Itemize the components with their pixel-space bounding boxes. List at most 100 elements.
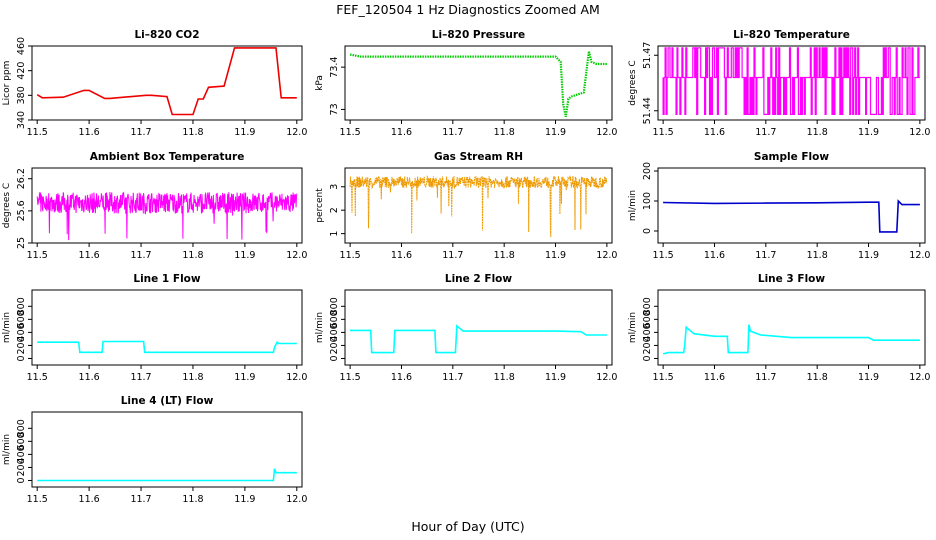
y-axis-label: ml/min bbox=[2, 312, 12, 343]
series-line bbox=[37, 468, 297, 482]
x-tick-label: 11.6 bbox=[391, 372, 412, 383]
series-line bbox=[662, 324, 920, 355]
y-tick-label: 100 bbox=[642, 192, 653, 210]
x-tick-label: 11.8 bbox=[807, 250, 828, 261]
x-tick-label: 11.9 bbox=[234, 127, 255, 138]
panel-title: Line 3 Flow bbox=[758, 273, 825, 285]
x-tick-label: 11.6 bbox=[391, 127, 412, 138]
panel-4: Ambient Box Temperature degrees C 25 25.6 26… bbox=[2, 151, 307, 261]
y-tick-label: 0 bbox=[16, 477, 27, 483]
series-line bbox=[350, 324, 607, 354]
panel-3: Li–820 Temperature degrees C 51.44 51.47 11.… bbox=[628, 29, 930, 138]
x-axis-title: Hour of Day (UTC) bbox=[411, 519, 524, 534]
series-line bbox=[349, 175, 608, 238]
x-tick-label: 11.7 bbox=[130, 372, 151, 383]
x-tick-label: 11.9 bbox=[545, 372, 566, 383]
panel-2: Li–820 Pressure kPa 73 73.4 11.5 11.6 11.7 11.8… bbox=[315, 29, 617, 138]
y-tick-label: 200 bbox=[329, 336, 340, 354]
x-tick-label: 11.9 bbox=[234, 372, 255, 383]
y-tick-label: 800 bbox=[329, 297, 340, 315]
x-tick-label: 11.8 bbox=[494, 127, 515, 138]
x-tick-label: 11.7 bbox=[755, 127, 776, 138]
x-tick-label: 11.6 bbox=[391, 250, 412, 261]
series-line bbox=[663, 199, 920, 233]
series-group bbox=[37, 468, 297, 482]
y-tick-label: 400 bbox=[329, 323, 340, 341]
y-tick-label: 73.4 bbox=[329, 57, 340, 78]
y-axis-label: Licor ppm bbox=[2, 61, 12, 106]
x-tick-label: 11.6 bbox=[704, 250, 725, 261]
x-tick-label: 11.9 bbox=[858, 372, 879, 383]
y-axis-label: degrees C bbox=[2, 183, 12, 228]
x-tick-label: 11.5 bbox=[653, 372, 674, 383]
plot-frame bbox=[344, 167, 613, 244]
y-tick-label: 600 bbox=[16, 432, 27, 450]
y-tick-label: 600 bbox=[16, 310, 27, 328]
x-tick-label: 11.6 bbox=[79, 127, 100, 138]
y-tick-label: 340 bbox=[16, 111, 27, 129]
y-tick-label: 600 bbox=[329, 310, 340, 328]
x-tick-label: 12.0 bbox=[909, 250, 930, 261]
x-tick-label: 12.0 bbox=[286, 494, 307, 505]
y-tick-label: 0 bbox=[642, 228, 653, 234]
x-tick-label: 11.5 bbox=[27, 127, 48, 138]
x-tick-label: 11.9 bbox=[545, 127, 566, 138]
plot-frame bbox=[657, 167, 926, 244]
x-tick-label: 11.5 bbox=[653, 127, 674, 138]
x-tick-label: 11.7 bbox=[755, 250, 776, 261]
y-tick-label: 200 bbox=[16, 458, 27, 476]
panel-title: Li–820 Temperature bbox=[733, 29, 850, 41]
series-line bbox=[36, 47, 297, 116]
plot-frame bbox=[657, 289, 926, 366]
x-tick-label: 12.0 bbox=[596, 372, 617, 383]
x-tick-label: 11.7 bbox=[755, 372, 776, 383]
x-tick-label: 11.5 bbox=[340, 372, 361, 383]
panel-title: Gas Stream RH bbox=[434, 151, 523, 163]
x-tick-label: 12.0 bbox=[596, 250, 617, 261]
x-tick-label: 11.8 bbox=[807, 127, 828, 138]
x-tick-label: 11.6 bbox=[79, 494, 100, 505]
y-tick-label: 0 bbox=[16, 355, 27, 361]
y-tick-label: 800 bbox=[16, 297, 27, 315]
y-tick-label: 800 bbox=[642, 297, 653, 315]
series-group bbox=[350, 324, 607, 354]
y-tick-label: 0 bbox=[329, 355, 340, 361]
x-tick-label: 11.8 bbox=[182, 127, 203, 138]
y-axis-label: percent bbox=[315, 188, 325, 223]
series-group bbox=[36, 47, 297, 116]
y-tick-label: 0 bbox=[642, 355, 653, 361]
x-tick-label: 11.9 bbox=[234, 494, 255, 505]
y-axis-label: ml/min bbox=[628, 312, 638, 343]
x-tick-label: 12.0 bbox=[596, 127, 617, 138]
panel-title: Li–820 Pressure bbox=[432, 29, 525, 41]
x-tick-label: 11.8 bbox=[494, 372, 515, 383]
y-tick-label: 600 bbox=[642, 310, 653, 328]
y-tick-label: 400 bbox=[642, 323, 653, 341]
x-tick-label: 11.7 bbox=[130, 127, 151, 138]
x-tick-label: 11.7 bbox=[130, 250, 151, 261]
panel-title: Li–820 CO2 bbox=[134, 29, 199, 41]
plot-frame bbox=[31, 45, 303, 121]
x-tick-label: 11.5 bbox=[653, 250, 674, 261]
plot-frame bbox=[344, 289, 613, 366]
y-tick-label: 400 bbox=[16, 445, 27, 463]
series-group bbox=[662, 324, 920, 355]
x-tick-label: 12.0 bbox=[909, 127, 930, 138]
panel-5: Gas Stream RH percent 1 2 3 11.5 11.6 11.7 11.8 1… bbox=[315, 151, 617, 261]
y-tick-label: 380 bbox=[16, 86, 27, 104]
panel-1: Li–820 CO2 Licor ppm 340 380 420 460 11.5 11.6 1… bbox=[2, 29, 307, 138]
y-tick-label: 2 bbox=[329, 207, 340, 213]
x-tick-label: 11.7 bbox=[442, 372, 463, 383]
x-tick-label: 11.9 bbox=[858, 127, 879, 138]
panel-title: Line 1 Flow bbox=[133, 273, 200, 285]
x-tick-label: 11.9 bbox=[545, 250, 566, 261]
y-axis-label: ml/min bbox=[628, 190, 638, 221]
y-tick-label: 25.6 bbox=[16, 200, 27, 221]
series-group bbox=[37, 340, 297, 354]
y-tick-label: 200 bbox=[16, 336, 27, 354]
plot-frame bbox=[657, 45, 926, 121]
x-tick-label: 11.8 bbox=[494, 250, 515, 261]
x-tick-label: 12.0 bbox=[286, 250, 307, 261]
